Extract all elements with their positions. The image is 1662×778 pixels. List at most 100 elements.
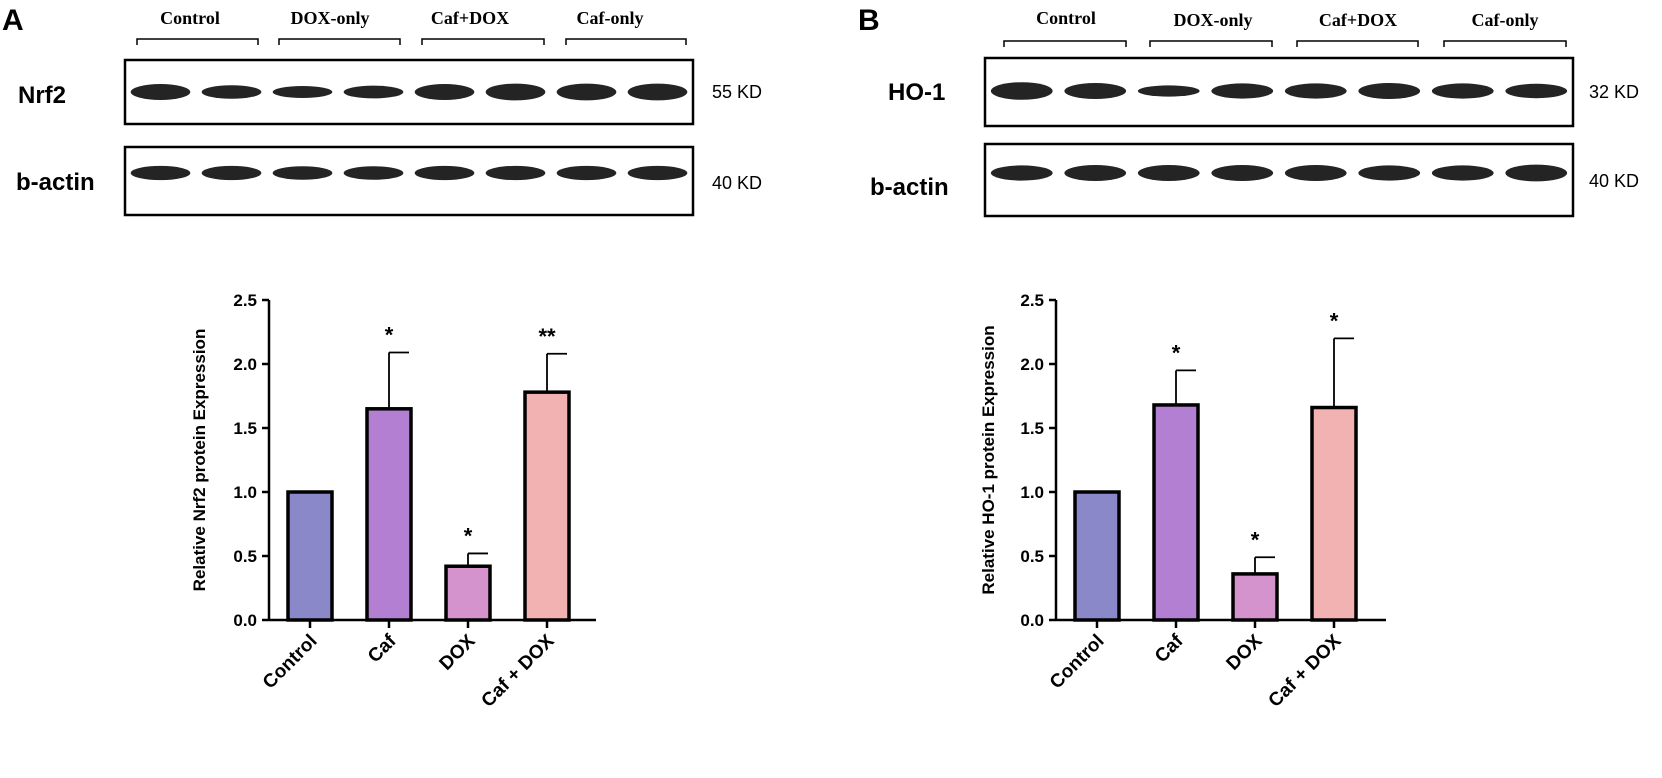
group-bracket-dox-only (278, 38, 401, 45)
blot-band (556, 165, 617, 181)
bar (286, 490, 334, 622)
blot-kd-label: 40 KD (712, 173, 762, 193)
significance-marker: ** (538, 324, 556, 349)
blot-band (1137, 165, 1200, 181)
blot-band (990, 82, 1053, 100)
group-label-caf-dox: Caf+DOX (1319, 10, 1397, 30)
category-label: DOX (1223, 630, 1267, 674)
y-tick-label: 2.0 (233, 355, 257, 374)
y-tick-label: 0.5 (233, 547, 257, 566)
group-label-control: Control (1036, 8, 1096, 28)
blot-band (1211, 83, 1274, 99)
blot-band (1137, 85, 1200, 97)
panel-letter-a: A (2, 4, 24, 37)
category-label: Control (1046, 631, 1109, 694)
blot-band (272, 86, 333, 98)
y-tick-label: 1.5 (1020, 419, 1044, 438)
blot-protein-label: HO-1 (888, 79, 945, 106)
y-tick-label: 0.0 (233, 611, 257, 630)
group-label-dox-only: DOX-only (290, 8, 369, 28)
bar-chart-ho-1: 0.0 0.5 1.0 1.5 2.0 2.5 Relative HO-1 protein … (979, 291, 1386, 712)
blot-band (1431, 83, 1494, 99)
blot-band (130, 165, 191, 181)
y-tick-label: 0.0 (1020, 611, 1044, 630)
significance-marker: * (385, 322, 394, 347)
y-axis-label: Relative Nrf2 protein Expression (190, 329, 209, 592)
blot-protein-label: b-actin (870, 174, 949, 201)
bar-chart-nrf2: 0.0 0.5 1.0 1.5 2.0 2.5 Relative Nrf2 protein … (190, 291, 596, 712)
bar (523, 390, 571, 622)
blot-band (990, 165, 1053, 181)
bar (365, 407, 413, 622)
significance-marker: * (1330, 308, 1339, 333)
blot-frame-b-actin (983, 142, 1575, 218)
blot-frame-b-actin (123, 145, 695, 217)
group-bracket-control (136, 38, 259, 45)
blot-protein-label: Nrf2 (18, 82, 66, 109)
significance-marker: * (1172, 340, 1181, 365)
blot-band (1431, 165, 1494, 181)
blot-band (1505, 83, 1568, 99)
group-label-caf-dox: Caf+DOX (431, 8, 509, 28)
blot-band (1358, 165, 1421, 181)
blot-band (1284, 165, 1347, 181)
blot-band (343, 166, 404, 180)
blot-band (485, 165, 546, 181)
y-tick-label: 2.5 (1020, 291, 1044, 310)
panel-a: A Control DOX-only Caf+DOX Caf-only Nrf2… (2, 4, 762, 712)
panel-b: B Control DOX-only Caf+DOX Caf-only HO-1… (858, 4, 1639, 712)
group-label-caf-only: Caf-only (577, 8, 644, 28)
significance-marker: * (464, 523, 473, 548)
bar (444, 564, 492, 622)
blot-kd-label: 55 KD (712, 82, 762, 102)
blot-band (414, 84, 475, 100)
panel-letter-b: B (858, 4, 880, 37)
blot-band (1358, 83, 1421, 99)
y-tick-label: 1.5 (233, 419, 257, 438)
blot-bands-ho-1 (990, 82, 1568, 100)
category-label: DOX (436, 630, 480, 674)
blot-band (1505, 164, 1568, 182)
blot-band (201, 165, 262, 181)
blot-band (1064, 165, 1127, 181)
blot-bands-nrf2 (130, 83, 688, 101)
y-tick-label: 2.0 (1020, 355, 1044, 374)
blot-band (201, 85, 262, 99)
category-label: Caf (364, 630, 401, 667)
group-bracket-caf-only (1443, 40, 1567, 47)
blot-band (1284, 83, 1347, 99)
y-axis-label: Relative HO-1 protein Expression (979, 325, 998, 594)
group-bracket-control (1003, 40, 1127, 47)
y-tick-label: 0.5 (1020, 547, 1044, 566)
category-label: Caf (1151, 630, 1188, 667)
blot-bands-b-actin (130, 165, 688, 181)
y-tick-label: 1.0 (1020, 483, 1044, 502)
group-label-dox-only: DOX-only (1173, 10, 1252, 30)
blot-band (556, 83, 617, 101)
group-bracket-caf-dox (1296, 40, 1419, 47)
blot-band (343, 85, 404, 99)
bar (1310, 405, 1358, 622)
significance-marker: * (1251, 527, 1260, 552)
blot-band (1064, 83, 1127, 99)
y-tick-label: 2.5 (233, 291, 257, 310)
group-bracket-caf-dox (421, 38, 545, 45)
group-bracket-caf-only (565, 38, 687, 45)
group-label-caf-only: Caf-only (1472, 10, 1539, 30)
group-bracket-dox-only (1149, 40, 1273, 47)
blot-band (1211, 165, 1274, 181)
blot-band (627, 165, 688, 181)
category-label: Control (259, 631, 322, 694)
blot-protein-label: b-actin (16, 169, 95, 196)
blot-band (627, 83, 688, 101)
bar (1073, 490, 1121, 622)
bar (1231, 572, 1279, 622)
blot-kd-label: 32 KD (1589, 82, 1639, 102)
category-label: Caf + DOX (1265, 630, 1346, 711)
bar (1152, 403, 1200, 622)
y-tick-label: 1.0 (233, 483, 257, 502)
blot-band (414, 165, 475, 181)
blot-band (485, 83, 546, 101)
blot-band (272, 166, 333, 180)
